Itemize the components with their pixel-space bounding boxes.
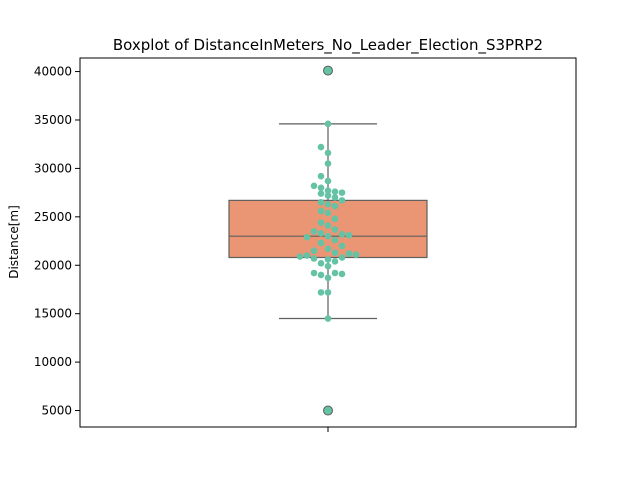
swarm-point [331, 269, 339, 277]
swarm-point [338, 197, 346, 204]
swarm-point [331, 236, 339, 244]
swarm-point [317, 219, 325, 226]
swarm-point [324, 262, 332, 270]
swarm-point [317, 199, 325, 206]
swarm-point [310, 247, 318, 255]
y-tick-label: 35000 [34, 113, 72, 127]
swarm-point [324, 274, 332, 282]
swarm-point [317, 172, 325, 180]
swarm-point [338, 254, 346, 261]
swarm-point [324, 209, 332, 217]
swarm-point [345, 231, 353, 239]
y-tick-label: 20000 [34, 258, 72, 272]
swarm-point [324, 289, 332, 296]
swarm-point [324, 192, 332, 199]
swarm-point [324, 315, 332, 322]
swarm-point [324, 67, 332, 74]
y-axis-ticks: 5000 10000 15000 20000 25000 30000 35000 40000 [34, 65, 80, 418]
swarm-point [310, 182, 318, 190]
swarm-point [331, 258, 339, 265]
y-tick-label: 40000 [34, 65, 72, 79]
swarm-point [317, 143, 325, 151]
swarm-point [324, 407, 332, 414]
swarm-point [310, 228, 318, 235]
swarm-point [317, 190, 325, 197]
chart-title: Boxplot of DistanceInMeters_No_Leader_El… [113, 36, 543, 55]
swarm-point [324, 256, 332, 263]
swarm-point [338, 230, 346, 238]
swarm-point [331, 226, 339, 233]
swarm-point [345, 250, 353, 257]
swarm-point [338, 270, 346, 278]
y-tick-label: 25000 [34, 210, 72, 224]
swarm-point [303, 233, 311, 241]
swarm-point [331, 249, 339, 256]
swarm-point [331, 215, 339, 223]
swarm-point [338, 242, 346, 250]
swarm-point [324, 245, 332, 253]
swarm-point [331, 194, 339, 201]
swarm-point [310, 269, 318, 277]
swarm-point [324, 232, 332, 240]
swarm-point [324, 149, 332, 157]
swarm-point [331, 188, 339, 195]
y-axis-label: Distance[m] [7, 205, 21, 279]
swarm-layer [296, 67, 360, 414]
swarm-point [317, 239, 325, 247]
swarm-point [324, 120, 332, 128]
swarm-point [310, 255, 318, 262]
swarm-point [324, 200, 332, 208]
y-tick-label: 15000 [34, 307, 72, 321]
swarm-point [296, 253, 304, 260]
swarm-point [324, 222, 332, 229]
y-tick-label: 30000 [34, 161, 72, 175]
swarm-point [324, 187, 332, 194]
swarm-point [338, 189, 346, 196]
swarm-point [324, 177, 332, 185]
swarm-point [317, 184, 325, 192]
swarm-point [317, 207, 325, 215]
swarm-point [317, 229, 325, 237]
y-tick-label: 10000 [34, 355, 72, 369]
swarm-point [303, 252, 311, 259]
swarm-point [352, 251, 360, 258]
swarm-point [331, 202, 339, 210]
swarm-point [324, 160, 332, 167]
y-tick-label: 5000 [41, 404, 72, 418]
swarm-point [317, 289, 325, 296]
swarm-point [317, 260, 325, 267]
swarm-point [317, 271, 325, 279]
